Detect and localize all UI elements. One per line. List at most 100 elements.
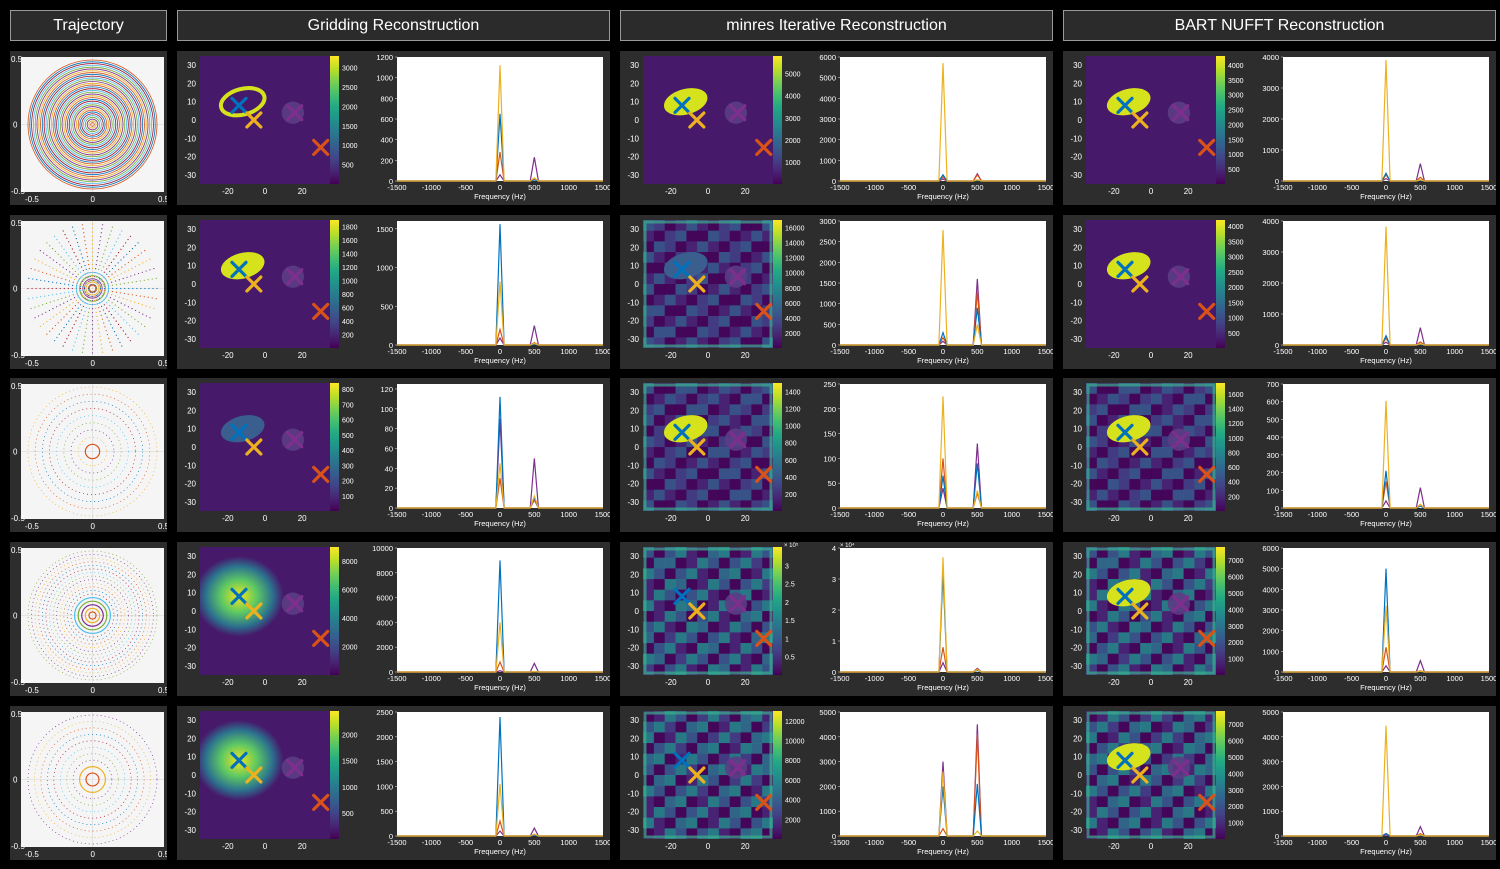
trajectory-sample <box>91 247 94 249</box>
trajectory-sample <box>46 254 48 256</box>
image-texture <box>653 775 666 787</box>
marker-stroke <box>729 268 747 286</box>
tick-label: 1500 <box>1038 674 1053 683</box>
image-texture <box>729 284 741 296</box>
image-texture <box>718 305 731 317</box>
trajectory-sample <box>110 323 112 326</box>
trajectory-sample <box>131 327 134 330</box>
image-texture <box>729 568 741 580</box>
image-texture <box>686 568 698 580</box>
trajectory-sample <box>95 299 97 301</box>
image-texture <box>1161 643 1174 655</box>
image-texture <box>653 600 666 612</box>
colorbar-label: 1500 <box>1228 137 1244 144</box>
image-texture <box>653 817 666 829</box>
image-texture <box>1183 664 1195 675</box>
image-texture <box>643 764 655 776</box>
image-texture <box>653 252 666 264</box>
image-texture <box>762 500 773 511</box>
image-texture <box>708 447 720 459</box>
spectrum-plot <box>395 384 603 509</box>
image-texture <box>740 753 752 765</box>
marker-stroke <box>673 96 691 114</box>
image-texture <box>697 294 709 306</box>
marker-orange <box>1198 465 1216 484</box>
trajectory-sample <box>99 264 101 267</box>
image-texture <box>653 664 666 675</box>
image-texture <box>643 589 655 601</box>
trajectory-ring <box>90 122 95 127</box>
tick-label: 20 <box>1073 406 1082 415</box>
colorbar-label: 5000 <box>785 72 801 79</box>
image-background <box>200 220 330 348</box>
tick-label: 0 <box>13 776 18 785</box>
image-texture <box>1140 817 1152 829</box>
image-texture <box>643 489 655 501</box>
trajectory-sample <box>117 313 119 315</box>
image-texture <box>1086 632 1098 644</box>
trajectory-sample <box>127 261 129 264</box>
trajectory-sample <box>51 327 54 330</box>
tick-label: 0 <box>192 607 197 616</box>
trajectory-sample <box>108 299 110 301</box>
trajectory-sample <box>104 262 106 264</box>
image-texture <box>653 557 666 569</box>
colorbar-label: 800 <box>342 387 354 394</box>
marker-yellow <box>688 111 706 129</box>
marker-stroke <box>1116 587 1134 605</box>
image-texture <box>718 415 731 427</box>
image-texture <box>751 568 763 580</box>
image-texture <box>643 632 655 644</box>
trajectory-sample <box>68 255 70 257</box>
trajectory-sample <box>108 276 110 278</box>
trajectory-sample <box>63 259 65 261</box>
marker-stroke <box>1131 438 1149 456</box>
image-texture <box>1129 807 1141 819</box>
colorbar-label: 600 <box>785 458 797 465</box>
image-texture <box>1107 796 1119 808</box>
image-area <box>200 547 330 675</box>
image-texture <box>1205 817 1216 829</box>
image-texture <box>686 479 698 491</box>
trajectory-sample <box>49 274 51 276</box>
trajectory-ring <box>63 95 122 154</box>
colorbar <box>1216 56 1225 184</box>
tick-label: -20 <box>222 187 234 196</box>
image-texture <box>643 796 655 808</box>
colorbar-label: 200 <box>1228 494 1240 501</box>
trajectory-sample <box>101 305 103 308</box>
trajectory-ring <box>68 100 117 149</box>
image-texture <box>751 632 763 644</box>
spectrum-series-1 <box>397 65 603 182</box>
image-texture <box>1161 732 1174 744</box>
colorbar <box>773 220 782 348</box>
image-texture <box>664 732 676 744</box>
image-texture <box>740 457 752 469</box>
image-texture <box>675 305 687 317</box>
image-texture <box>708 807 720 819</box>
tick-label: -10 <box>627 461 639 470</box>
trajectory-sample <box>91 227 94 229</box>
marker-stroke <box>1172 268 1190 286</box>
trajectory-sample <box>95 287 98 289</box>
image-texture <box>653 447 666 459</box>
trajectory-sample <box>61 297 63 300</box>
tick-label: 5000 <box>819 708 836 717</box>
trajectory-sample <box>85 283 87 285</box>
tick-label: 20 <box>385 484 393 493</box>
trajectory-sample <box>149 258 151 260</box>
image-texture <box>708 457 720 469</box>
tick-label: 0 <box>192 280 197 289</box>
image-texture <box>1172 785 1184 797</box>
colorbar-label: 1500 <box>342 124 358 131</box>
tick-label: -30 <box>1070 171 1082 180</box>
minres-panel-row-1: 30 20 10 0 -10 -20 -30 -20 0 20 5000 4000 3000 2000 10… <box>620 51 1053 205</box>
image-texture <box>653 743 666 755</box>
trajectory-sample <box>66 275 68 277</box>
trajectory-sample <box>52 281 54 283</box>
image-texture <box>762 393 773 405</box>
image-texture <box>740 611 752 623</box>
tick-label: -20 <box>627 317 639 326</box>
trajectory-curves <box>27 386 158 517</box>
